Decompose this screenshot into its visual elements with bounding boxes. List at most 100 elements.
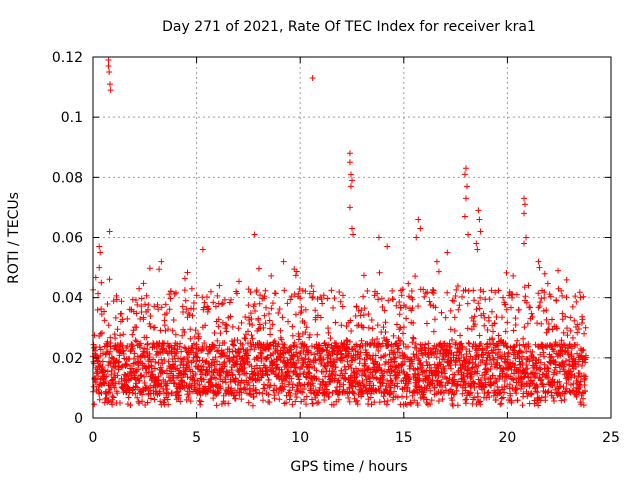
data-point — [347, 171, 354, 178]
data-point — [512, 315, 519, 322]
data-point — [264, 354, 271, 361]
data-point — [498, 395, 505, 402]
data-point — [579, 316, 586, 323]
data-point — [332, 364, 339, 371]
data-point — [223, 322, 230, 329]
data-point — [105, 397, 112, 404]
data-point — [415, 303, 422, 310]
data-point — [207, 288, 214, 295]
data-point — [530, 381, 537, 388]
data-point — [269, 321, 276, 328]
data-point — [245, 302, 252, 309]
data-point — [464, 325, 471, 332]
data-point — [175, 381, 182, 388]
data-point — [474, 368, 481, 375]
data-point — [524, 393, 531, 400]
data-point — [389, 287, 396, 294]
data-point — [235, 325, 242, 332]
data-point — [165, 374, 172, 381]
data-point — [512, 322, 519, 329]
data-point — [247, 310, 254, 317]
data-point — [360, 272, 367, 279]
data-point — [408, 287, 415, 294]
data-point — [461, 213, 468, 220]
data-point — [407, 400, 414, 407]
data-point — [165, 326, 172, 333]
data-point — [275, 390, 282, 397]
data-point — [471, 313, 478, 320]
data-point — [490, 356, 497, 363]
data-point — [528, 310, 535, 317]
data-point — [300, 348, 307, 355]
data-point — [384, 397, 391, 404]
data-point — [164, 380, 171, 387]
data-point — [303, 401, 310, 408]
data-point — [500, 394, 507, 401]
data-point — [406, 376, 413, 383]
data-point — [565, 351, 572, 358]
data-point — [367, 378, 374, 385]
data-point — [331, 295, 338, 302]
axis-ticks: 0 5 10 15 20 25 0 0.02 0.04 0.06 0.08 0.1 0.12 — [52, 50, 620, 446]
data-point — [241, 335, 248, 342]
data-point — [357, 355, 364, 362]
data-point — [337, 383, 344, 390]
data-point — [105, 63, 112, 70]
data-point — [107, 348, 114, 355]
data-point — [391, 358, 398, 365]
data-point — [410, 335, 417, 342]
data-point — [412, 340, 419, 347]
data-point — [198, 367, 205, 374]
data-point — [410, 320, 417, 327]
data-point — [580, 395, 587, 402]
data-point — [97, 249, 104, 256]
data-point — [476, 305, 483, 312]
data-point — [389, 362, 396, 369]
data-point — [213, 365, 220, 372]
data-point — [284, 300, 291, 307]
data-point — [102, 378, 109, 385]
data-point — [109, 379, 116, 386]
data-point — [342, 366, 349, 373]
data-point — [337, 298, 344, 305]
data-point — [354, 397, 361, 404]
data-point — [514, 385, 521, 392]
data-point — [344, 358, 351, 365]
data-point — [459, 293, 466, 300]
data-point — [360, 324, 367, 331]
data-point — [108, 367, 115, 374]
data-point — [468, 326, 475, 333]
data-point — [246, 385, 253, 392]
data-point — [214, 390, 221, 397]
data-point — [566, 356, 573, 363]
data-point — [549, 382, 556, 389]
data-point — [116, 358, 123, 365]
data-point — [313, 367, 320, 374]
data-point — [101, 367, 108, 374]
data-point — [413, 234, 420, 241]
data-point — [177, 362, 184, 369]
data-point — [385, 297, 392, 304]
data-point — [296, 285, 303, 292]
data-point — [465, 287, 472, 294]
data-point — [355, 307, 362, 314]
data-point — [253, 390, 260, 397]
data-point — [233, 290, 240, 297]
data-point — [311, 351, 318, 358]
data-point — [475, 393, 482, 400]
data-point — [262, 287, 269, 294]
data-point — [277, 327, 284, 334]
data-point — [146, 350, 153, 357]
x-axis-label: GPS time / hours — [290, 459, 407, 475]
data-point — [393, 302, 400, 309]
data-point — [363, 355, 370, 362]
data-point — [534, 383, 541, 390]
data-point — [179, 356, 186, 363]
data-point — [417, 225, 424, 232]
data-point — [342, 370, 349, 377]
data-point — [448, 386, 455, 393]
data-point — [454, 282, 461, 289]
data-point — [305, 369, 312, 376]
data-point — [253, 365, 260, 372]
data-point — [329, 389, 336, 396]
